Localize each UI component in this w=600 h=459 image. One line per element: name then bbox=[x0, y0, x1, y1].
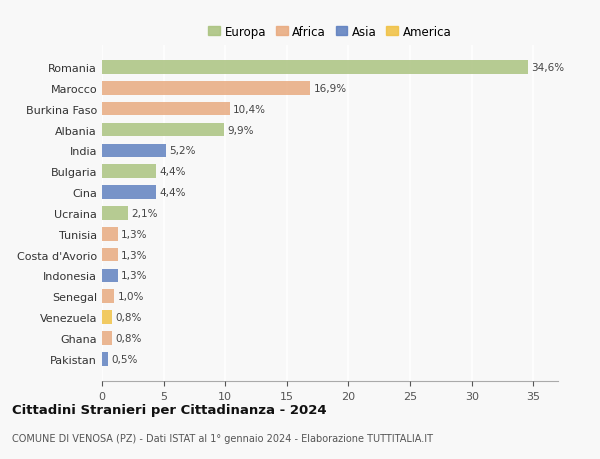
Text: Cittadini Stranieri per Cittadinanza - 2024: Cittadini Stranieri per Cittadinanza - 2… bbox=[12, 403, 326, 416]
Bar bbox=[102, 61, 529, 75]
Bar bbox=[102, 144, 166, 158]
Text: 34,6%: 34,6% bbox=[532, 63, 565, 73]
Text: 1,0%: 1,0% bbox=[118, 291, 144, 302]
Bar bbox=[102, 207, 128, 220]
Text: 2,1%: 2,1% bbox=[131, 208, 157, 218]
Text: 4,4%: 4,4% bbox=[160, 188, 186, 198]
Bar bbox=[102, 311, 112, 324]
Bar bbox=[102, 228, 118, 241]
Text: 16,9%: 16,9% bbox=[313, 84, 346, 94]
Text: 0,5%: 0,5% bbox=[111, 354, 137, 364]
Bar bbox=[102, 248, 118, 262]
Bar bbox=[102, 123, 224, 137]
Text: 1,3%: 1,3% bbox=[121, 271, 148, 281]
Text: 4,4%: 4,4% bbox=[160, 167, 186, 177]
Legend: Europa, Africa, Asia, America: Europa, Africa, Asia, America bbox=[206, 23, 454, 41]
Bar bbox=[102, 103, 230, 116]
Bar bbox=[102, 269, 118, 283]
Text: 1,3%: 1,3% bbox=[121, 250, 148, 260]
Bar bbox=[102, 331, 112, 345]
Text: 10,4%: 10,4% bbox=[233, 105, 266, 114]
Text: 0,8%: 0,8% bbox=[115, 333, 142, 343]
Bar bbox=[102, 82, 310, 95]
Bar bbox=[102, 290, 115, 303]
Text: 9,9%: 9,9% bbox=[227, 125, 254, 135]
Text: 0,8%: 0,8% bbox=[115, 313, 142, 322]
Text: 1,3%: 1,3% bbox=[121, 229, 148, 239]
Bar bbox=[102, 352, 108, 366]
Text: COMUNE DI VENOSA (PZ) - Dati ISTAT al 1° gennaio 2024 - Elaborazione TUTTITALIA.: COMUNE DI VENOSA (PZ) - Dati ISTAT al 1°… bbox=[12, 433, 433, 442]
Text: 5,2%: 5,2% bbox=[169, 146, 196, 156]
Bar bbox=[102, 165, 156, 179]
Bar bbox=[102, 186, 156, 199]
